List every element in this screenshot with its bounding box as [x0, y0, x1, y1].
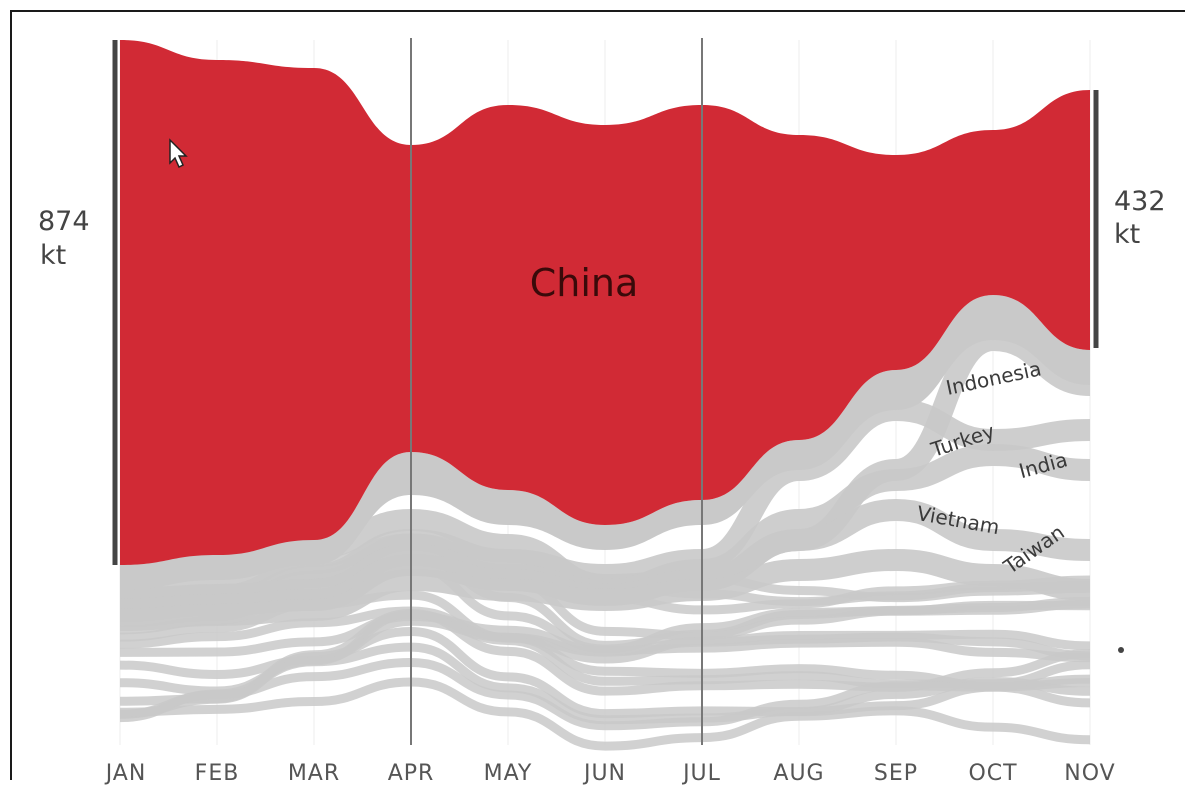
stream-turkey	[119, 398, 1091, 601]
start-value-label: 874 kt	[38, 206, 90, 271]
highlighted-month-lines	[410, 38, 703, 745]
x-tick-aug: AUG	[773, 761, 824, 786]
end-value: 432	[1114, 186, 1166, 217]
x-tick-sep: SEP	[874, 761, 918, 786]
x-tick-jan: JAN	[104, 761, 147, 786]
x-tick-jun: JUN	[582, 761, 626, 786]
x-tick-mar: MAR	[288, 761, 340, 786]
x-tick-jul: JUL	[681, 761, 721, 786]
other-country-stream	[119, 612, 1091, 663]
stream-taiwan	[119, 548, 1091, 631]
china-area[interactable]	[120, 40, 1090, 565]
x-axis: JAN FEB MAR APR MAY JUN JUL AUG SEP OCT NOV	[104, 761, 1115, 786]
x-tick-nov: NOV	[1064, 761, 1115, 786]
x-tick-may: MAY	[484, 761, 533, 786]
other-countries-series	[119, 295, 1091, 751]
x-tick-feb: FEB	[195, 761, 240, 786]
cursor-icon	[169, 138, 188, 169]
end-value-label: 432 kt	[1114, 186, 1166, 250]
other-country-stream	[119, 642, 1091, 725]
end-bars	[112, 40, 1099, 565]
second-stream-band	[120, 295, 1090, 590]
other-country-stream	[119, 658, 1091, 731]
other-country-stream	[119, 677, 1091, 751]
x-tick-oct: OCT	[968, 761, 1017, 786]
end-unit: kt	[1114, 219, 1140, 250]
start-value: 874	[38, 206, 90, 237]
dot-marker	[1118, 647, 1124, 653]
china-label: China	[530, 261, 639, 305]
start-unit: kt	[40, 240, 66, 271]
x-tick-apr: APR	[388, 761, 435, 786]
